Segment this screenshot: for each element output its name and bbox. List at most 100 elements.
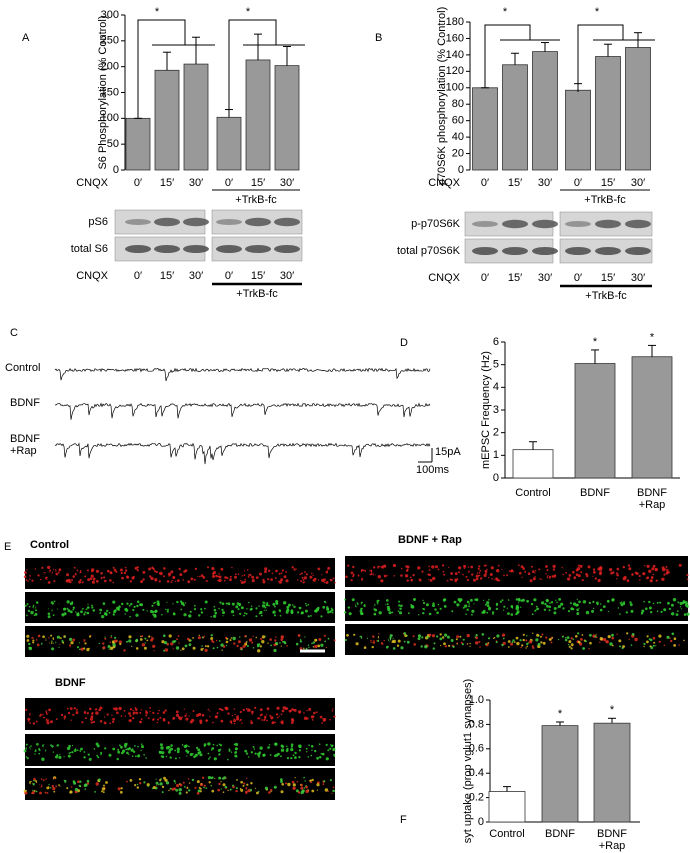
puncta [30,610,34,615]
puncta [52,637,55,640]
puncta [104,747,107,750]
puncta [246,783,249,786]
puncta [264,717,267,720]
puncta [501,633,506,637]
y-tick-label: 40 [452,131,464,143]
puncta [655,579,658,582]
puncta [330,745,334,748]
y-tick-label: 0.8 [469,718,484,730]
puncta [123,649,126,652]
image-title: BDNF + Rap [398,534,462,546]
puncta [622,645,625,648]
puncta [72,606,76,609]
puncta [616,578,618,580]
puncta [545,565,548,568]
puncta [164,648,169,652]
puncta [26,569,28,571]
puncta [248,638,253,642]
puncta [239,579,242,582]
bar [274,65,300,171]
puncta [91,606,94,609]
puncta [268,569,271,572]
puncta [38,752,41,755]
puncta [110,636,112,639]
puncta [575,635,578,638]
puncta [42,635,45,638]
puncta [486,568,488,570]
puncta [293,568,296,571]
puncta [149,707,152,709]
puncta [229,578,232,582]
puncta [228,748,231,750]
puncta [233,719,237,723]
puncta [129,615,131,618]
puncta [303,787,306,789]
puncta [303,647,305,650]
puncta [31,636,34,640]
puncta [157,718,159,721]
puncta [250,605,253,607]
puncta [128,719,132,723]
puncta [152,786,156,789]
y-tick-label: 0 [478,816,484,828]
puncta [66,707,69,710]
puncta [561,635,564,638]
puncta [222,615,224,617]
puncta [578,607,580,609]
puncta [236,779,238,781]
puncta [576,612,580,616]
puncta [580,571,583,574]
puncta [239,718,242,721]
puncta [70,719,73,721]
puncta [247,574,250,576]
puncta [241,575,243,577]
puncta [215,639,218,642]
puncta [607,610,610,613]
puncta [397,639,401,643]
puncta [477,567,480,570]
puncta [568,645,571,648]
puncta [94,708,97,711]
puncta [462,573,464,576]
puncta [184,602,187,604]
puncta [552,568,556,571]
puncta [585,574,589,578]
puncta [332,747,336,752]
puncta [104,716,106,718]
puncta [649,645,652,648]
puncta [143,781,146,784]
puncta [149,610,153,613]
puncta [510,569,514,573]
puncta [212,647,215,650]
puncta [72,575,75,578]
puncta [88,647,90,650]
puncta [351,598,355,602]
puncta [109,722,112,725]
puncta [496,634,500,638]
puncta [207,742,211,746]
puncta [251,579,255,583]
puncta [501,599,504,602]
puncta [609,642,613,646]
puncta [592,600,595,604]
puncta [483,573,487,578]
puncta [644,565,646,567]
puncta [421,570,424,573]
puncta [209,756,211,758]
puncta [159,716,162,719]
puncta [145,757,147,759]
puncta [666,635,670,639]
puncta [54,785,58,788]
puncta [610,571,613,575]
puncta [318,638,322,641]
puncta [673,637,677,640]
blot-band [245,217,271,227]
puncta [229,639,232,642]
puncta [246,645,249,647]
puncta [214,777,216,779]
puncta [255,615,258,618]
puncta [626,579,630,583]
puncta [99,612,102,614]
puncta [516,641,520,646]
puncta [140,603,143,607]
